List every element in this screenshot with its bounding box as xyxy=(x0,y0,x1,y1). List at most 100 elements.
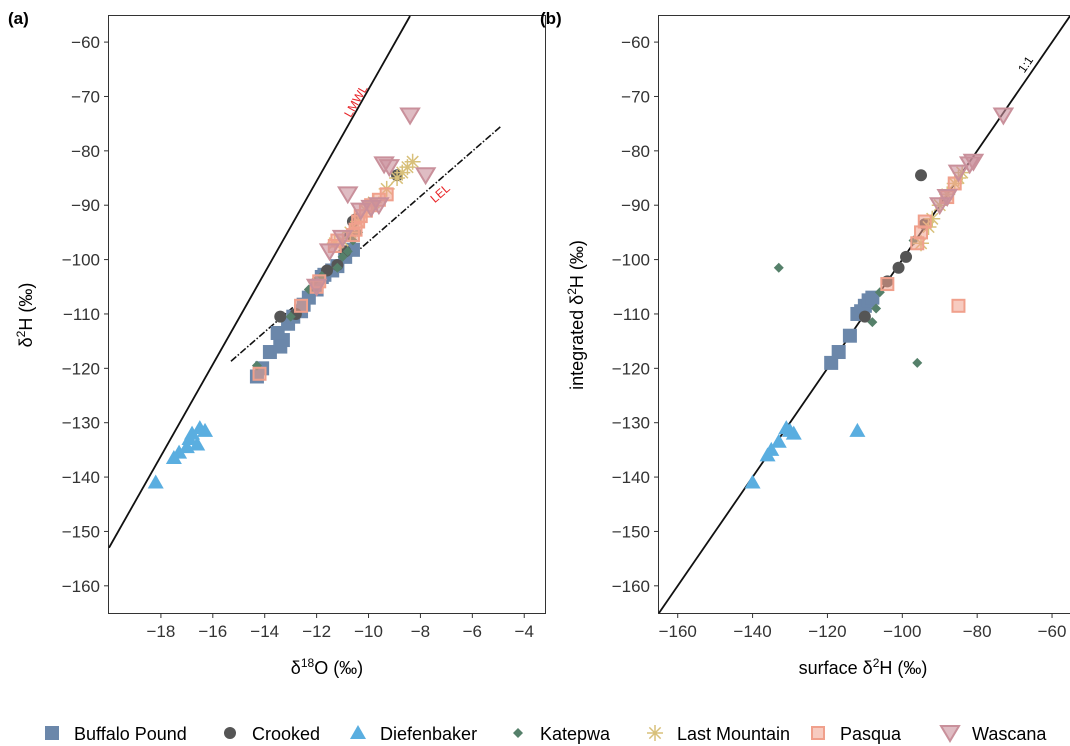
series-diefenbaker xyxy=(147,420,214,489)
series-buffalo-pound xyxy=(824,290,880,370)
point-crooked xyxy=(858,310,871,323)
legend-marker-pasqua xyxy=(811,726,825,740)
lel-line xyxy=(230,125,502,362)
point-wascana xyxy=(992,107,1015,126)
point-katepwa xyxy=(342,246,353,257)
series-wascana xyxy=(928,107,1015,216)
panel-a-x-ticks: −18 −16 −14 −12 −10 −8 −6 −4 xyxy=(146,613,534,641)
legend-marker-crooked xyxy=(224,727,236,739)
point-diefenbaker xyxy=(147,474,164,489)
legend-marker-katepwa xyxy=(513,728,523,738)
legend-label-crooked: Crooked xyxy=(252,724,320,744)
point-crooked xyxy=(915,169,928,182)
legend-item-buffalo-pound: Buffalo Pound xyxy=(45,724,187,744)
point-pasqua xyxy=(880,277,895,292)
point-wascana xyxy=(962,153,985,172)
x-tick-label: −18 xyxy=(146,622,175,641)
point-diefenbaker xyxy=(197,422,214,437)
y-tick-label: −70 xyxy=(621,87,650,106)
point-wascana xyxy=(936,189,958,208)
legend-item-wascana: Wascana xyxy=(939,724,1047,744)
legend-label-diefenbaker: Diefenbaker xyxy=(380,724,477,744)
panel-b-y-axis-title: integrated δ2H (‰) xyxy=(565,240,587,390)
panel-a-x-axis-title: δ18O (‰) xyxy=(291,656,363,678)
legend-item-last-mountain: Last Mountain xyxy=(647,724,790,744)
legend-label-pasqua: Pasqua xyxy=(840,724,902,744)
y-tick-label: −160 xyxy=(612,577,650,596)
point-diefenbaker xyxy=(763,441,780,456)
y-tick-label: −130 xyxy=(612,414,650,433)
legend-item-diefenbaker: Diefenbaker xyxy=(350,724,477,744)
y-tick-label: −80 xyxy=(621,142,650,161)
point-pasqua xyxy=(951,298,966,313)
y-tick-label: −120 xyxy=(612,359,650,378)
point-wascana xyxy=(947,164,970,183)
legend-label-katepwa: Katepwa xyxy=(540,724,611,744)
panel-a-y-ticks: −160 −150 −140 −130 −120 −110 −100 −90 −80 −70 −60 xyxy=(62,33,109,596)
point-buffalo-pound xyxy=(824,355,839,370)
point-wascana xyxy=(368,197,390,216)
point-pasqua xyxy=(917,214,932,229)
series-diefenbaker xyxy=(744,420,866,489)
point-katepwa xyxy=(871,303,882,314)
point-diefenbaker xyxy=(184,425,201,440)
x-tick-label: −16 xyxy=(198,622,227,641)
series-katepwa xyxy=(773,235,923,368)
y-tick-label: −130 xyxy=(62,414,100,433)
x-tick-label: −80 xyxy=(963,622,992,641)
x-tick-label: −12 xyxy=(302,622,331,641)
legend-label-last-mountain: Last Mountain xyxy=(677,724,790,744)
point-diefenbaker xyxy=(849,422,866,437)
y-tick-label: −120 xyxy=(62,359,100,378)
y-tick-label: −150 xyxy=(612,522,650,541)
point-katepwa xyxy=(332,262,343,273)
x-tick-label: −8 xyxy=(411,622,430,641)
point-wascana xyxy=(414,167,437,186)
panel-b-y-ticks: −160 −150 −140 −130 −120 −110 −100 −90 −80 −70 −60 xyxy=(612,33,659,596)
point-wascana xyxy=(378,159,401,178)
panel-a-y-axis-title: δ2H (‰) xyxy=(14,283,36,348)
panel-a-points xyxy=(147,107,437,489)
point-buffalo-pound xyxy=(865,290,880,305)
point-wascana xyxy=(331,229,354,248)
lel-line-label: LEL xyxy=(428,181,454,206)
point-crooked xyxy=(900,250,913,263)
x-tick-label: −100 xyxy=(883,622,921,641)
x-tick-label: −140 xyxy=(733,622,771,641)
point-wascana xyxy=(399,107,421,126)
panel-b-x-axis-title: surface δ2H (‰) xyxy=(799,656,928,678)
point-katepwa xyxy=(912,357,923,368)
panel-b-x-ticks: −160 −140 −120 −100 −80 −60 xyxy=(659,613,1066,641)
point-last-mountain xyxy=(924,210,941,227)
point-crooked xyxy=(274,310,287,323)
1-1-line-label: 1:1 xyxy=(1015,53,1036,75)
panel-a-reference-lines: LMWL LEL xyxy=(108,15,502,549)
point-pasqua xyxy=(252,366,267,381)
legend-label-wascana: Wascana xyxy=(972,724,1047,744)
series-wascana xyxy=(305,107,437,297)
y-tick-label: −80 xyxy=(71,142,100,161)
x-tick-label: −14 xyxy=(250,622,279,641)
legend: Buffalo Pound Crooked Diefenbaker Katepwa La… xyxy=(45,724,1047,744)
point-diefenbaker xyxy=(770,433,787,448)
panel-b: (b) 1:1 −160 −140 −120 −100 −80 −60 −160−150−… xyxy=(540,9,1070,678)
point-katepwa xyxy=(285,311,296,322)
x-tick-label: −4 xyxy=(515,622,534,641)
point-buffalo-pound xyxy=(831,345,846,360)
point-diefenbaker xyxy=(785,425,802,440)
point-wascana xyxy=(305,278,328,297)
lmwl-line xyxy=(108,15,411,549)
y-tick-label: −140 xyxy=(62,468,100,487)
legend-marker-last-mountain xyxy=(647,725,663,741)
point-last-mountain xyxy=(404,153,421,170)
legend-marker-diefenbaker xyxy=(350,725,366,739)
point-crooked xyxy=(892,261,905,274)
y-tick-label: −100 xyxy=(62,251,100,270)
y-tick-label: −110 xyxy=(613,305,650,324)
point-pasqua xyxy=(294,298,309,313)
legend-marker-buffalo-pound xyxy=(45,726,59,740)
point-katepwa xyxy=(867,317,878,328)
point-wascana xyxy=(336,186,359,205)
